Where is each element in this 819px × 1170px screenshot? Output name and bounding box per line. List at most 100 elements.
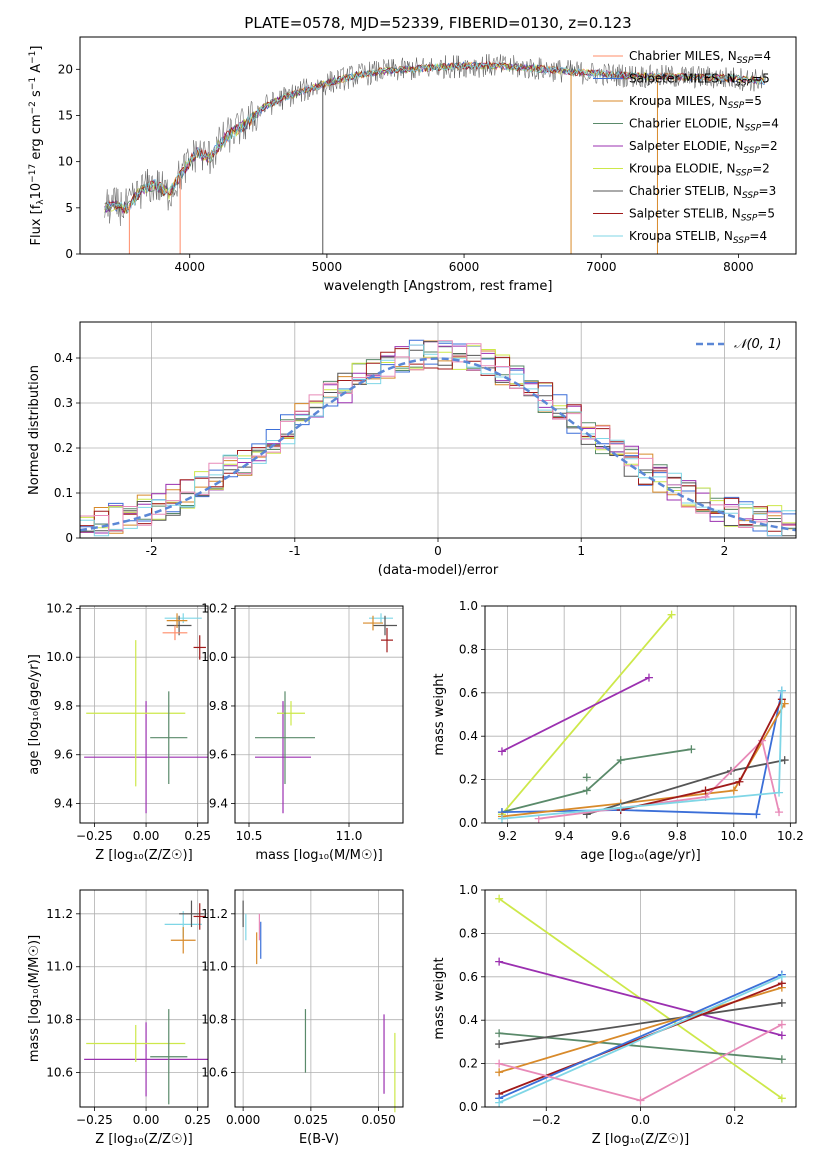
weight-marker-krou_stelib xyxy=(497,814,506,823)
weight-marker-krou_elodie xyxy=(495,894,504,903)
plot-area xyxy=(242,900,396,1113)
weight-marker-krou_miles xyxy=(729,786,738,795)
legend-sub: SSP xyxy=(741,214,758,224)
y-axis-label: Normed distribution xyxy=(27,365,42,495)
weight-marker-chab_elodie xyxy=(582,786,591,795)
y-tick-label: 0.6 xyxy=(459,970,478,984)
legend-label-normal: 𝒩(0, 1) xyxy=(734,337,781,352)
legend-n-value: 2 xyxy=(762,162,770,176)
weight-marker-salp_elodie xyxy=(777,1031,786,1040)
legend-eq: = xyxy=(757,207,767,221)
legend-series-name: Kroupa STELIB xyxy=(629,229,716,243)
legend-n-value: 4 xyxy=(759,229,767,243)
panel-weight_vs_age: 9.2 9.4 9.6 9.8 10.0 10.2 0.0 0.2 0.4 0.6 0.8 1.0 ag… xyxy=(432,599,804,863)
x-axis-label: Z [log₁₀(Z/Z☉)] xyxy=(592,1132,689,1147)
legend-series-name: Salpeter STELIB xyxy=(629,207,724,221)
weight-marker-chab_stelib xyxy=(495,1040,504,1049)
hist-step-pink xyxy=(80,340,796,532)
legend-n-prefix: , N xyxy=(711,94,728,108)
y-tick-label: 9.8 xyxy=(54,699,73,713)
axes-frame xyxy=(79,889,209,1108)
x-tick-label: -1 xyxy=(289,544,301,558)
y-tick-label: 9.6 xyxy=(54,748,73,762)
legend-series-name: Chabrier STELIB xyxy=(629,184,725,198)
legend-eq: = xyxy=(753,49,763,63)
panel-mass_vs_z: −0.25 0.00 0.25 10.6 10.8 11.0 11.2 Z [log₁₀(Z/… xyxy=(27,889,211,1147)
legend-n-prefix: , N xyxy=(725,184,742,198)
weight-line-salp_miles xyxy=(498,973,783,1100)
legend-label-salp_miles: Salpeter MILES, NSSP=5 xyxy=(629,72,770,89)
legend-sub: SSP xyxy=(733,236,750,246)
x-tick-label: 0.25 xyxy=(184,1113,211,1127)
axes-frame xyxy=(79,36,797,255)
y-axis-label-part: −1 xyxy=(28,51,38,64)
weight-marker-salp_elodie xyxy=(497,747,506,756)
legend-sub: SSP xyxy=(737,56,754,66)
y-tick-label: 10.8 xyxy=(46,1013,73,1027)
x-tick-label: 10.2 xyxy=(777,829,804,843)
y-axis-label-part: s xyxy=(29,90,44,101)
x-axis-label: wavelength [Angstrom, rest frame] xyxy=(324,279,553,294)
weight-marker-krou_stelib xyxy=(777,686,786,695)
y-tick-label: 5 xyxy=(65,201,73,215)
plot-area xyxy=(84,613,208,814)
y-axis-label-part: A xyxy=(29,64,44,77)
y-axis-label: mass weight xyxy=(432,673,447,755)
weight-line-krou_elodie xyxy=(501,614,673,815)
y-tick-label: 1.0 xyxy=(459,599,478,613)
y-tick-label: 0.8 xyxy=(459,926,478,940)
axes-frame xyxy=(484,889,797,1108)
legend-n-prefix: , N xyxy=(728,117,745,131)
x-tick-label: −0.2 xyxy=(532,1113,561,1127)
legend-sub: SSP xyxy=(743,146,760,156)
plot-area xyxy=(79,339,797,537)
y-tick-label: 10.0 xyxy=(46,650,73,664)
legend-label-krou_stelib: Kroupa STELIB, NSSP=4 xyxy=(629,229,767,246)
weight-line-chab_elodie xyxy=(501,748,692,813)
y-tick-label: 0.4 xyxy=(459,1013,478,1027)
legend-label-krou_miles: Kroupa MILES, NSSP=5 xyxy=(629,94,762,111)
weight-marker-chab_elodie xyxy=(582,773,591,782)
y-tick-label: 1.0 xyxy=(459,883,478,897)
x-axis-label: (data-model)/error xyxy=(378,563,499,578)
x-axis-label: Z [log₁₀(Z/Z☉)] xyxy=(95,848,192,863)
panel-spectrum: 4000 5000 6000 7000 8000 0 5 10 15 20 wavelength [… xyxy=(28,36,797,294)
axes-frame xyxy=(234,605,404,824)
spectrum-line-krou_stelib xyxy=(104,60,766,213)
legend-label-chab_miles: Chabrier MILES, NSSP=4 xyxy=(629,49,771,66)
y-tick-label: 9.4 xyxy=(209,796,228,810)
weight-marker-chab_elodie xyxy=(495,1029,504,1038)
legend-series-name: Kroupa MILES xyxy=(629,94,711,108)
weight-line-krou_stelib xyxy=(501,690,783,820)
x-tick-label: 0.050 xyxy=(361,1113,395,1127)
legend-label-salp_elodie: Salpeter ELODIE, NSSP=2 xyxy=(629,139,778,156)
legend-sub: SSP xyxy=(736,169,753,179)
x-tick-label: 11.0 xyxy=(336,829,363,843)
page-title: PLATE=0578, MJD=52339, FIBERID=0130, z=0… xyxy=(244,14,631,32)
y-tick-label: 11.2 xyxy=(46,907,73,921)
legend-n-prefix: , N xyxy=(727,139,744,153)
x-tick-label: 10.0 xyxy=(720,829,747,843)
y-tick-label: 9.6 xyxy=(209,748,228,762)
x-tick-label: 0.00 xyxy=(133,829,160,843)
weight-marker-salp_miles xyxy=(752,810,761,819)
legend-n-prefix: , N xyxy=(720,49,737,63)
legend-series-name: Salpeter MILES xyxy=(629,72,719,86)
legend-n-value: 4 xyxy=(771,117,779,131)
x-tick-label: 1 xyxy=(577,544,585,558)
y-axis-label-part: −2 xyxy=(28,101,38,114)
weight-line-chab_stelib xyxy=(498,1001,783,1045)
axes-frame xyxy=(79,321,797,539)
x-tick-label: 0.025 xyxy=(294,1113,328,1127)
weight-marker-krou_stelib xyxy=(495,1098,504,1107)
legend-series-name: Salpeter ELODIE xyxy=(629,139,727,153)
legend-label-salp_stelib: Salpeter STELIB, NSSP=5 xyxy=(629,207,775,224)
y-axis-label-part: ] xyxy=(29,46,44,51)
weight-marker-chab_elodie xyxy=(616,756,625,765)
legend-n-value: 5 xyxy=(754,94,762,108)
legend-n-value: 2 xyxy=(770,139,778,153)
legend-sub: SSP xyxy=(728,101,745,111)
x-tick-label: 5000 xyxy=(312,260,343,274)
weight-marker-pink xyxy=(495,1059,504,1068)
weight-marker-pink xyxy=(636,1096,645,1105)
